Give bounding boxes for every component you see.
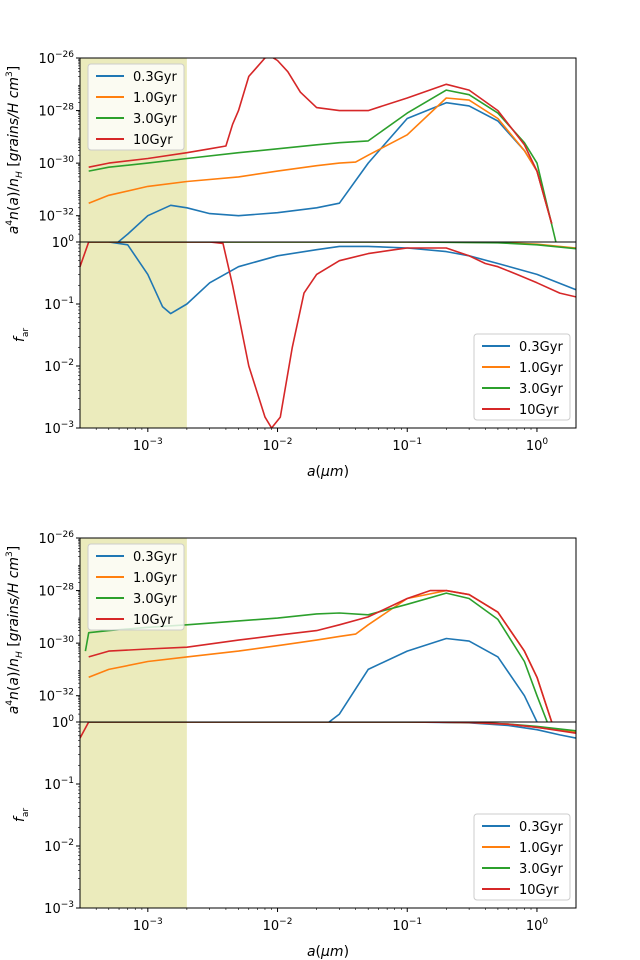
x-axis-label: a(μm) [307,464,349,480]
axes-frame [79,721,577,909]
series-line-0.3Gyr [88,722,576,739]
legend-label: 10Gyr [133,613,173,628]
legend-label: 1.0Gyr [519,841,563,856]
y-axis-label-distribution: a4n(a)/nH [grains/H cm3] [5,66,25,235]
y-tick-label: 10−2 [44,358,74,375]
size-distribution-axes: 10−26 10−28 10−30 10−32 a4n(a)/nH [grains/H … [5,50,577,243]
upper-figure: 10−26 10−28 10−30 10−32 a4n(a)/nH [grains/H … [5,50,577,480]
y-axis-label-distribution: a4n(a)/nH [grains/H cm3] [5,546,25,715]
y-tick-label: 10−30 [38,635,74,652]
legend-label: 3.0Gyr [133,112,177,127]
series-line-0.3Gyr [108,242,576,315]
legend-label: 3.0Gyr [519,382,563,397]
legend-label: 1.0Gyr [133,91,177,106]
y-tick-label: 10−28 [38,103,74,120]
legend-label: 0.3Gyr [133,550,177,565]
y-tick-label: 10−3 [44,420,74,437]
legend-box [473,333,571,421]
series-line-1.0Gyr [88,97,553,224]
size-distribution-axes: 10−26 10−28 10−30 10−32 a4n(a)/nH [grains/H … [5,530,577,723]
x-tick-label: 10−3 [133,917,163,934]
y-axis-label-far: far [12,808,31,822]
legend-box [87,543,185,631]
y-tick-label: 100 [52,234,75,251]
series-line-0.3Gyr [117,101,553,242]
x-tick-label: 100 [526,917,549,934]
legend-label: 10Gyr [519,403,559,418]
series-lines [88,58,557,242]
fraction-axes: 100 10−1 10−2 10−3 10−3 10−2 10−1 100 a(μm) far 0.… [12,234,577,480]
x-tick-label: 10−1 [392,917,422,934]
series-line-3.0Gyr [88,242,576,250]
y-tick-label: 10−1 [44,776,74,793]
y-tick-label: 10−32 [38,688,74,705]
x-axis-label: a(μm) [307,944,349,960]
y-tick-label: 10−2 [44,838,74,855]
x-tick-label: 10−3 [133,437,163,454]
legend-box [87,63,185,151]
y-tick-label: 10−3 [44,900,74,917]
legend-box [473,813,571,901]
legend: 0.3Gyr 1.0Gyr 3.0Gyr 10Gyr [87,63,185,151]
axes-frame [79,241,577,429]
legend-label: 0.3Gyr [133,70,177,85]
x-tick-label: 100 [526,437,549,454]
y-tick-label: 10−26 [38,530,74,547]
x-tick-label: 10−1 [392,437,422,454]
x-tick-label: 10−2 [263,437,293,454]
legend-label: 10Gyr [133,133,173,148]
legend-label: 3.0Gyr [519,862,563,877]
series-line-0.3Gyr [328,637,538,722]
legend: 0.3Gyr 1.0Gyr 3.0Gyr 10Gyr [473,813,571,901]
y-axis-label-far: far [12,328,31,342]
y-tick-label: 10−1 [44,296,74,313]
lower-figure: 10−26 10−28 10−30 10−32 a4n(a)/nH [grains/H … [5,530,577,960]
y-tick-label: 100 [52,714,75,731]
y-tick-label: 10−26 [38,50,74,67]
fraction-axes: 100 10−1 10−2 10−3 10−3 10−2 10−1 100 a(μm) far 0.… [12,714,577,960]
legend-label: 0.3Gyr [519,340,563,355]
x-tick-label: 10−2 [263,917,293,934]
legend-label: 0.3Gyr [519,820,563,835]
series-line-10Gyr [88,58,553,224]
shaded-region [80,722,187,908]
legend: 0.3Gyr 1.0Gyr 3.0Gyr 10Gyr [87,543,185,631]
y-tick-label: 10−32 [38,208,74,225]
legend-label: 1.0Gyr [519,361,563,376]
legend: 0.3Gyr 1.0Gyr 3.0Gyr 10Gyr [473,333,571,421]
y-tick-label: 10−30 [38,155,74,172]
y-tick-label: 10−28 [38,583,74,600]
legend-label: 3.0Gyr [133,592,177,607]
series-line-10Gyr [88,589,553,722]
shaded-region [80,242,187,428]
legend-label: 1.0Gyr [133,571,177,586]
legend-label: 10Gyr [519,883,559,898]
